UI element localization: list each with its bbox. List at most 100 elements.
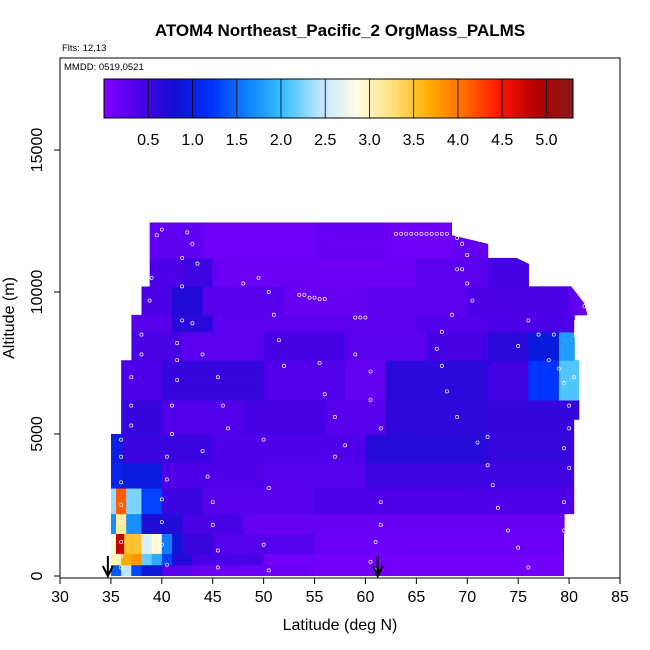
heatmap-cell [161,548,173,554]
heatmap-cell [110,561,122,566]
colorbar-swatch [164,79,169,118]
heatmap-cell [141,286,173,295]
heatmap-cell [212,323,316,329]
heatmap-cell [131,570,143,574]
colorbar-swatch [191,79,195,118]
sample-point [170,432,174,436]
heatmap-cell [131,538,143,544]
heatmap-cell [161,481,265,489]
heatmap-cell [182,265,214,273]
colorbar-swatch [549,79,554,118]
heatmap-cell [172,543,183,549]
sample-point [266,486,271,490]
colorbar-swatch [492,79,497,118]
heatmap-cell [416,318,489,324]
colorbar-swatch [415,79,420,118]
colorbar-swatch [439,79,443,118]
heatmap-cell [149,231,204,241]
heatmap-cell [192,558,265,563]
heatmap-cell [243,523,565,530]
heatmap-cell [182,331,265,340]
sample-point [195,261,200,266]
colorbar-swatch [412,79,417,118]
heatmap-cell [131,543,143,549]
heatmap-cell [151,553,163,557]
heatmap-cell [141,513,183,520]
heatmap-cell [263,558,565,563]
colorbar-swatch [485,79,490,118]
heatmap-cell [452,222,489,232]
heatmap-cell [116,528,127,534]
heatmap-cell [149,272,183,280]
sample-point [241,281,246,286]
heatmap-cell [385,389,489,401]
heatmap-cell [202,507,316,515]
sample-point [139,352,144,357]
colorbar-swatch [221,79,226,118]
heatmap-cell [161,468,265,476]
colorbar-swatch [388,79,393,118]
heatmap-cell [192,553,265,557]
heatmap-cell [161,487,204,495]
x-tick-label: 60 [357,589,375,606]
heatmap-cell [487,338,529,347]
sample-point [200,352,205,357]
colorbar-swatch [137,79,142,118]
colorbar-swatch [211,79,216,118]
heatmap-cell [172,558,193,563]
colorbar-swatch [509,79,514,118]
sample-point [506,528,510,533]
heatmap-cell [314,567,565,571]
heatmap-cell [192,567,234,571]
heatmap-cell [345,360,387,371]
colorbar-swatch [522,79,527,118]
heatmap-cell [121,573,132,577]
colorbar-swatch [201,79,205,118]
heatmap-cell [314,272,417,280]
colorbar-swatch [254,79,259,118]
colorbar-swatch [251,79,256,118]
heatmap-cell [172,293,204,302]
colorbar-swatch [529,79,534,118]
heatmap-cell [121,475,163,483]
heatmap-cell [202,240,316,250]
heatmap-cell [110,475,122,483]
colorbar-swatch [365,79,370,118]
heatmap-cell [161,558,173,563]
colorbar-swatch [147,79,152,118]
heatmap-cell [110,573,122,577]
heatmap-cell [284,307,367,316]
heatmap-cell [110,570,122,574]
heatmap-cell [416,279,489,287]
heatmap-cell [487,279,529,287]
heatmap-cell [172,323,214,329]
sample-point [343,443,348,448]
sample-point [526,318,531,323]
heatmap-cell [110,548,117,554]
colorbar-swatch [372,79,376,118]
heatmap-cell [487,408,580,418]
heatmap-cell [121,380,163,391]
heatmap-cell [558,338,575,347]
heatmap-cell [182,353,265,361]
heatmap-cell [131,314,173,320]
colorbar-swatch [171,79,175,118]
heatmap-cell [161,475,265,483]
heatmap-cell [182,345,265,354]
sample-point [215,565,220,570]
heatmap-cell [121,462,163,470]
x-tick-label: 80 [560,589,578,606]
colorbar-swatch [110,79,115,118]
sample-point [562,500,566,505]
heatmap-cell [161,564,193,569]
sample-point [129,423,134,428]
sample-point [378,426,383,431]
colorbar-tick-label: 1.0 [181,132,203,149]
heatmap-cell [243,513,565,520]
colorbar-swatch [532,79,537,118]
heatmap-cell [121,558,132,563]
sample-point [175,358,180,363]
heatmap-cell [141,300,173,309]
colorbar-swatch [134,79,138,118]
heatmap-cell [487,455,580,463]
